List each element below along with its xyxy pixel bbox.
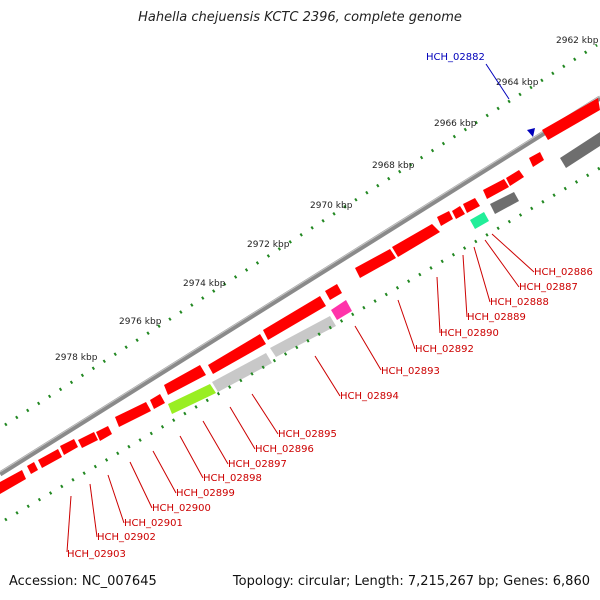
gene-arrow[interactable] [392,224,440,257]
ruler-label: 2968 kbp [372,161,415,171]
gene-label[interactable]: HCH_02890 [440,328,499,339]
gene-arrow[interactable] [0,470,26,494]
gene-arrow[interactable] [325,284,342,300]
gene-arrow[interactable] [331,300,352,320]
gene-arrow[interactable] [208,334,266,374]
ruler-label: 2962 kbp [556,36,599,46]
ruler-label: 2964 kbp [496,78,539,88]
gene-arrow[interactable] [463,198,480,213]
ruler-label: 2976 kbp [119,317,162,327]
ruler-label: 2974 kbp [183,279,226,289]
gene-label[interactable]: HCH_02893 [381,366,440,377]
gene-arrow[interactable] [115,402,151,427]
gene-arrow[interactable] [470,212,489,229]
gene-arrow[interactable] [542,98,600,140]
other-genes [168,132,600,414]
gene-label[interactable]: HCH_02894 [340,391,399,402]
highlight-gene-label[interactable]: HCH_02882 [426,52,485,63]
gene-label[interactable]: HCH_02895 [278,429,337,440]
gene-label[interactable]: HCH_02899 [176,488,235,499]
gene-arrow[interactable] [168,384,216,414]
forward-genes [0,98,600,494]
gene-arrow[interactable] [529,152,544,167]
genome-summary-text: Topology: circular; Length: 7,215,267 bp… [232,574,590,589]
gene-arrow[interactable] [96,426,112,441]
gene-arrow[interactable] [483,179,509,199]
gene-labels [66,233,535,553]
ruler-label: 2970 kbp [310,201,353,211]
accession-text: Accession: NC_007645 [9,574,157,589]
map-title: Hahella chejuensis KCTC 2396, complete g… [138,10,462,25]
ruler-labels: 2962 kbp 2964 kbp 2966 kbp 2968 kbp 2970… [55,36,599,363]
ruler-label: 2966 kbp [434,119,477,129]
outer-ruler [4,43,598,427]
gene-label[interactable]: HCH_02896 [255,444,314,455]
gene-arrow[interactable] [164,365,206,395]
gene-label-texts: HCH_02886 HCH_02887 HCH_02888 HCH_02889 … [67,267,593,560]
gene-arrow[interactable] [560,132,600,168]
gene-arrow[interactable] [437,211,453,226]
inner-ruler [4,166,600,522]
gene-label[interactable]: HCH_02887 [519,282,578,293]
gene-label[interactable]: HCH_02888 [490,297,549,308]
gene-arrow[interactable] [452,206,465,219]
position-marker-icon[interactable] [527,128,535,137]
gene-label[interactable]: HCH_02886 [534,267,593,278]
gene-label[interactable]: HCH_02901 [124,518,183,529]
gene-label[interactable]: HCH_02902 [97,532,156,543]
ruler-label: 2972 kbp [247,240,290,250]
gene-label[interactable]: HCH_02892 [415,344,474,355]
gene-arrow[interactable] [27,462,38,474]
gene-arrow[interactable] [270,316,336,357]
genome-backbone [0,95,600,477]
gene-arrow[interactable] [212,353,272,392]
gene-arrow[interactable] [78,432,98,448]
gene-arrow[interactable] [150,394,165,409]
gene-label[interactable]: HCH_02898 [203,473,262,484]
gene-label[interactable]: HCH_02900 [152,503,211,514]
ruler-label: 2978 kbp [55,353,98,363]
gene-label[interactable]: HCH_02903 [67,549,126,560]
gene-arrow[interactable] [490,192,519,214]
gene-arrow[interactable] [60,439,78,455]
gene-arrow[interactable] [263,296,326,340]
gene-arrow[interactable] [355,249,396,278]
gene-label[interactable]: HCH_02897 [228,459,287,470]
highlight-marker: HCH_02882 [426,52,535,137]
gene-arrow[interactable] [38,449,62,468]
gene-arrow[interactable] [506,170,524,186]
gene-label[interactable]: HCH_02889 [467,312,526,323]
